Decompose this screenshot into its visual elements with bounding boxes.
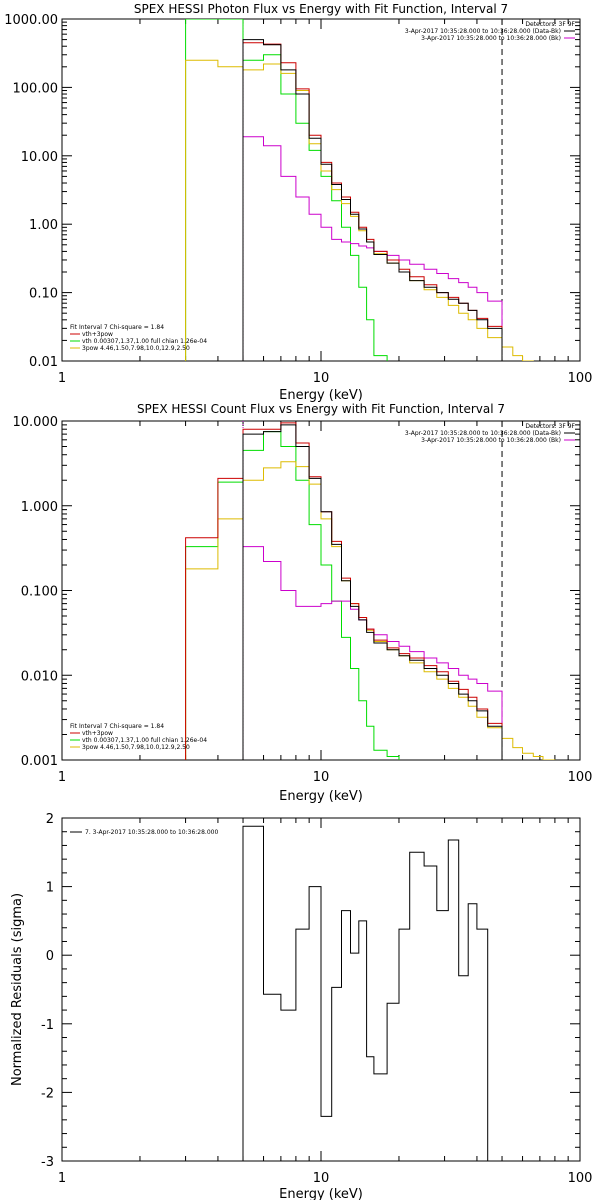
x-tick-label: 10	[313, 770, 330, 785]
y-tick-label: 0.010	[21, 669, 58, 684]
residuals-panel: 1 10 100 Energy (keV) -3 -2 -1 0 1 2 Normalized Re…	[10, 812, 592, 1200]
x-tick-label: 1	[58, 371, 66, 386]
y-tick-label: 0.01	[29, 355, 58, 370]
y-tick-label: 1	[46, 881, 54, 896]
series-line-3	[185, 431, 400, 760]
series-line-2	[185, 422, 503, 760]
series-line-0	[242, 424, 503, 760]
series-line-1	[242, 136, 503, 361]
x-tick-label: 1	[58, 1171, 66, 1186]
legend-entry: 7. 3-Apr-2017 10:35:28.000 to 10:36:28.0…	[85, 829, 218, 836]
series-line-0	[242, 39, 503, 361]
x-tick-label: 10	[313, 371, 330, 386]
count-flux-panel: SPEX HESSI Count Flux vs Energy with Fit…	[13, 402, 593, 804]
y-tick-label: 100.00	[13, 81, 59, 96]
y-tick-label: 10.00	[21, 150, 58, 165]
x-tick-label: 100	[568, 371, 593, 386]
y-tick-label: 2	[46, 812, 54, 827]
series-line-1	[242, 546, 503, 760]
legend-detectors: Detectors: 3F 9F	[525, 21, 575, 28]
legend-fit-entry: vth+3pow	[82, 730, 113, 737]
chart-title: SPEX HESSI Count Flux vs Energy with Fit…	[137, 402, 505, 416]
y-tick-label: 1.000	[21, 500, 58, 515]
y-tick-label: 0.10	[29, 287, 58, 302]
plot-series-group	[185, 421, 556, 760]
photon-flux-panel: SPEX HESSI Photon Flux vs Energy with Fi…	[4, 2, 592, 403]
legend-top-entry: 3-Apr-2017 10:35:28.000 to 10:36:28.000 …	[421, 437, 561, 444]
y-axis-label: Normalized Residuals (sigma)	[10, 893, 25, 1086]
y-tick-label: -1	[41, 1018, 54, 1033]
legend-fit-header: Fit Interval 7 Chi-square = 1.84	[70, 723, 164, 730]
legend-detectors: Detectors: 3F 9F	[525, 423, 575, 430]
y-tick-label: 10.000	[13, 415, 59, 430]
x-axis-label: Energy (keV)	[279, 789, 363, 804]
x-axis-label: Energy (keV)	[279, 388, 363, 403]
series-line-4	[185, 461, 556, 760]
y-tick-label: -2	[41, 1086, 54, 1101]
y-tick-label: 0.001	[21, 754, 58, 769]
series-line-3	[185, 19, 388, 361]
legend-fit-entry: vth+3pow	[82, 331, 113, 338]
legend-top-entry: 3-Apr-2017 10:35:28.000 to 10:36:28.000 …	[421, 35, 561, 42]
y-tick-label: -3	[41, 1155, 54, 1170]
legend-top-entry: 3-Apr-2017 10:35:28.000 to 10:36:28.000 …	[405, 28, 561, 35]
y-tick-label: 1000.00	[4, 13, 58, 28]
y-tick-label: 1.00	[29, 218, 58, 233]
y-tick-label: 0.100	[21, 585, 58, 600]
legend-fit-entry: vth 0.00307,1.37,1.00 full chian 1.26e-0…	[82, 737, 207, 744]
plot-series-group	[242, 825, 503, 1161]
series-line-2	[242, 42, 503, 361]
x-tick-label: 1	[58, 770, 66, 785]
chart-title: SPEX HESSI Photon Flux vs Energy with Fi…	[134, 2, 508, 16]
legend-fit-entry: vth 0.00307,1.37,1.00 full chian 1.26e-0…	[82, 338, 207, 345]
series-line-0	[242, 825, 503, 1161]
x-tick-label: 100	[568, 1171, 593, 1186]
legend-top-entry: 3-Apr-2017 10:35:28.000 to 10:36:28.000 …	[405, 430, 561, 437]
legend-fit-entry: 3pow 4.46,1.50,7.98,10.0,12.9,2.50	[82, 345, 190, 352]
plot-series-group	[185, 19, 534, 361]
x-tick-label: 10	[313, 1171, 330, 1186]
x-tick-label: 100	[568, 770, 593, 785]
legend-fit-header: Fit Interval 7 Chi-square = 1.84	[70, 324, 164, 331]
legend-fit-entry: 3pow 4.46,1.50,7.98,10.0,12.9,2.50	[82, 744, 190, 751]
series-line-4	[185, 59, 534, 361]
x-axis-label: Energy (keV)	[279, 1187, 363, 1200]
y-tick-label: 0	[46, 949, 54, 964]
